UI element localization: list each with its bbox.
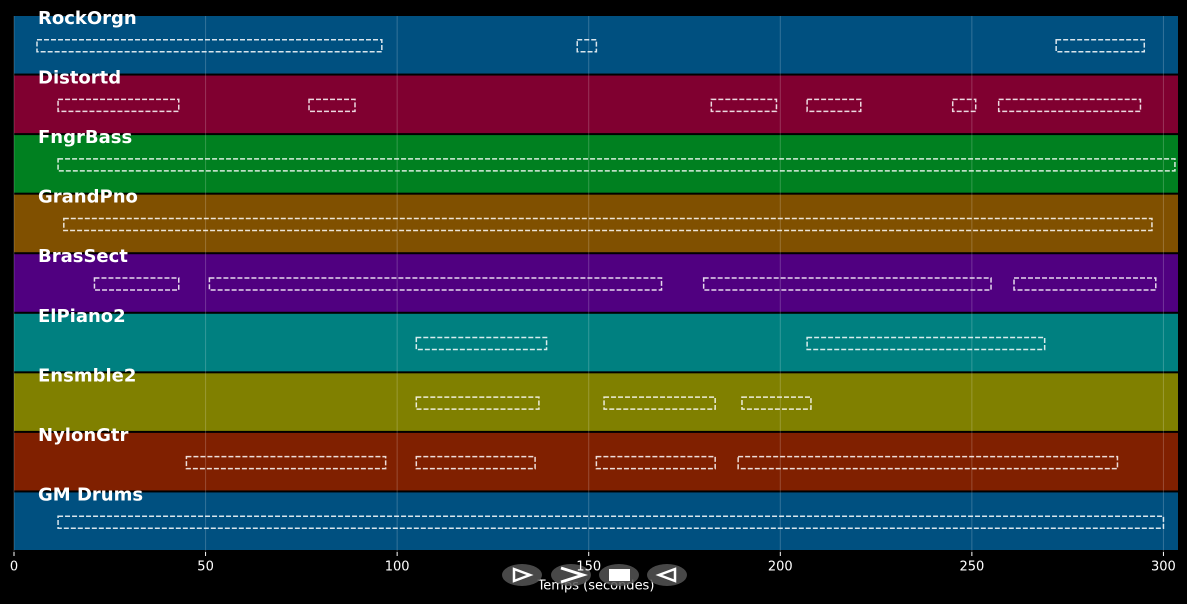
note-segment [951,98,977,113]
note-segment [208,277,663,291]
track-name: GrandPno [38,187,138,208]
tracks: RockOrgn Distortd FngrBass GrandPno BrasSect… [14,8,1178,550]
track-band [14,135,1178,193]
x-tick-label: 50 [197,560,214,575]
track-name: NylonGtr [38,425,129,446]
note-segment [997,98,1142,113]
note-segment [57,515,1165,529]
track-name: BrasSect [38,246,128,267]
note-segment [57,158,1176,172]
track-name: GM Drums [38,484,143,505]
note-segment [595,455,716,470]
note-segment [93,277,180,291]
note-segment [1013,277,1157,291]
stop-icon [609,569,630,581]
note-segment [57,98,180,113]
track-name: FngrBass [38,127,132,148]
track-band [14,373,1178,431]
x-tick-label: 150 [576,560,601,575]
note-segment [415,336,548,351]
track-name: RockOrgn [38,8,137,29]
note-segment [185,455,387,470]
track-band [14,254,1178,312]
note-segment [308,98,356,113]
track-band [14,313,1178,372]
x-tick-label: 100 [385,560,410,575]
note-segment [415,396,540,410]
note-segment [36,39,383,53]
note-segment [603,396,716,410]
back-button[interactable] [647,564,687,586]
track-band [14,492,1178,550]
track-name: Ensmble2 [38,365,136,386]
play-button[interactable] [502,564,542,586]
track-name: ElPiano2 [38,306,126,327]
note-segment [1055,39,1146,53]
play-icon [512,567,534,583]
x-tick-label: 300 [1151,560,1176,575]
track-name: Distortd [38,68,121,89]
note-segment [806,98,862,113]
note-segment [415,455,536,470]
x-tick-label: 200 [768,560,793,575]
note-segment [737,455,1119,470]
note-segment [63,217,1153,232]
note-segment [741,396,812,410]
track-band [14,194,1178,253]
track-band [14,75,1178,134]
note-segment [710,98,778,113]
note-segment [806,336,1046,351]
back-icon [655,567,677,583]
note-segment [576,39,598,53]
note-segment [702,277,992,291]
x-tick-label: 250 [959,560,984,575]
forward-icon [560,566,588,584]
player-controls [502,564,687,586]
x-tick-label: 0 [10,560,18,575]
